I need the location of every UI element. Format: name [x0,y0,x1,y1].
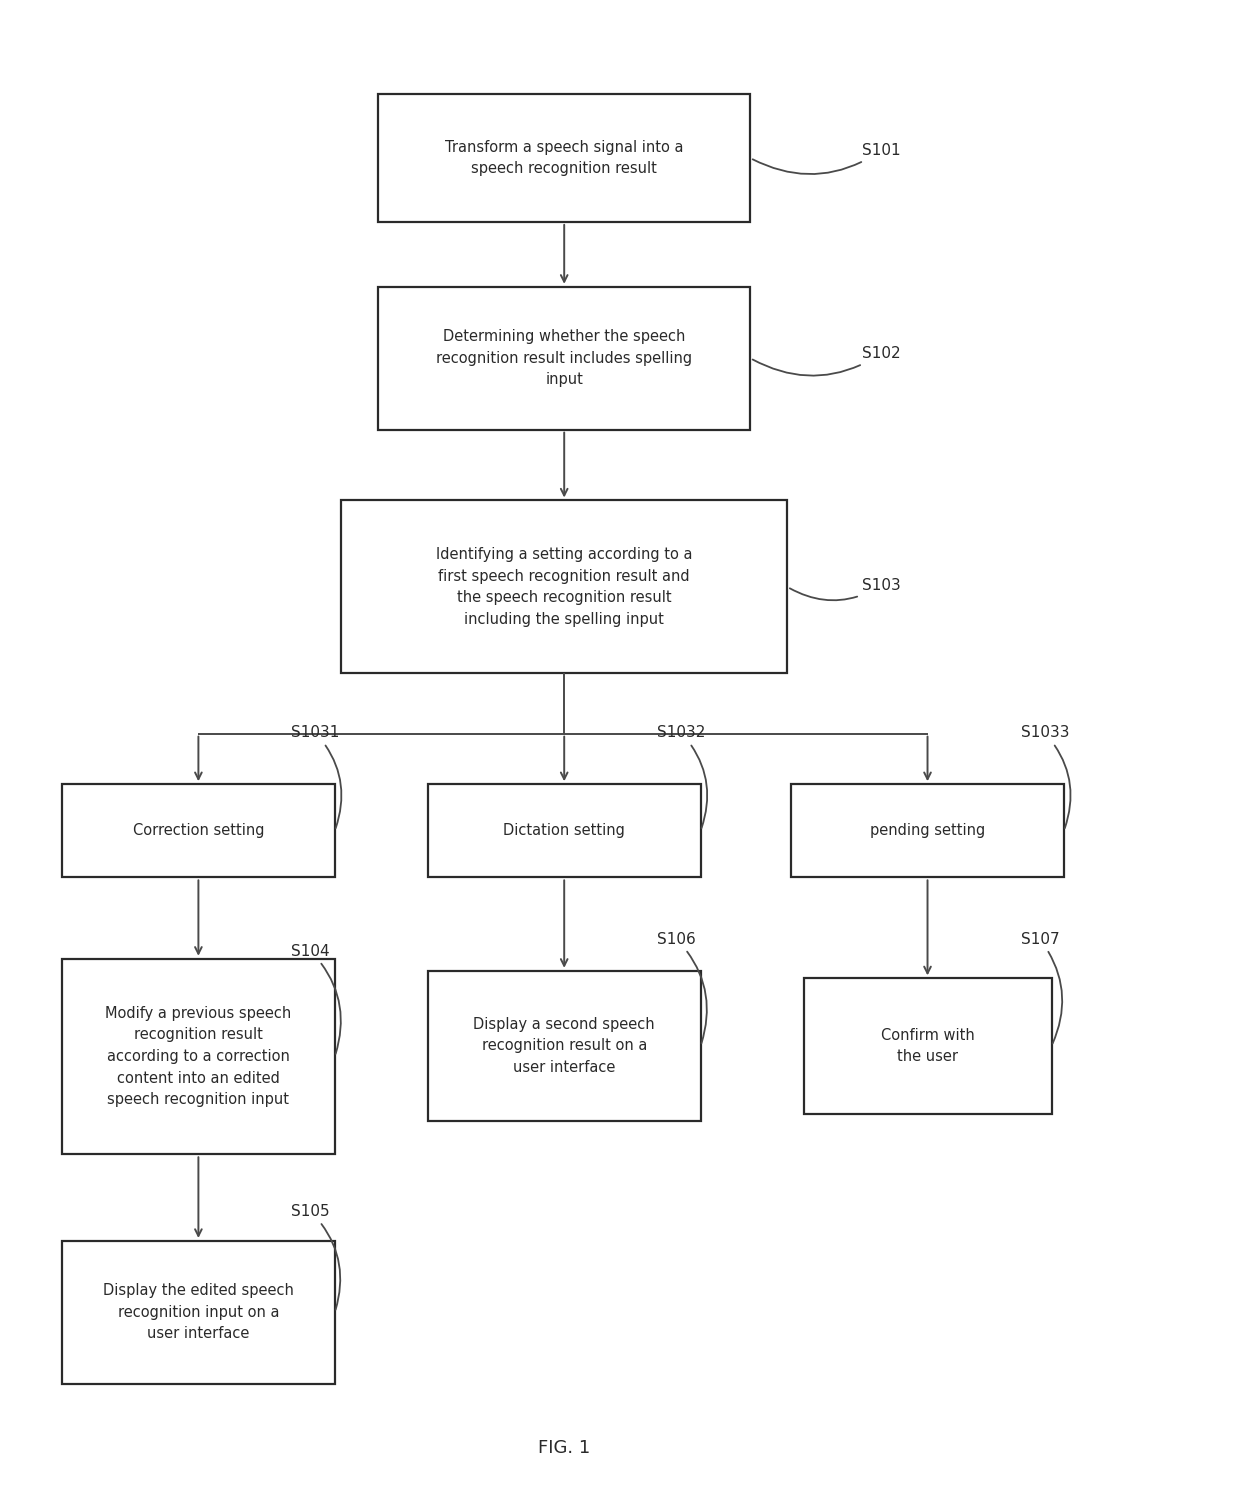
Bar [341,500,787,674]
Text: Correction setting: Correction setting [133,823,264,838]
Bar [62,1240,335,1385]
Bar [791,784,1064,877]
Text: Display the edited speech
recognition input on a
user interface: Display the edited speech recognition in… [103,1284,294,1341]
Bar [804,978,1052,1114]
Text: Determining whether the speech
recognition result includes spelling
input: Determining whether the speech recogniti… [436,330,692,387]
Text: S101: S101 [753,143,900,175]
Text: S1033: S1033 [1021,725,1070,828]
Bar [378,286,750,430]
Text: S102: S102 [753,346,900,376]
Bar [378,93,750,221]
Text: Modify a previous speech
recognition result
according to a correction
content in: Modify a previous speech recognition res… [105,1005,291,1108]
Text: Dictation setting: Dictation setting [503,823,625,838]
Text: FIG. 1: FIG. 1 [538,1439,590,1457]
Text: Confirm with
the user: Confirm with the user [880,1028,975,1064]
Text: S104: S104 [291,944,341,1054]
Text: S106: S106 [657,932,707,1043]
Text: S103: S103 [790,578,900,600]
Bar [62,959,335,1154]
Bar [62,784,335,877]
Bar [428,971,701,1121]
Text: S1031: S1031 [291,725,341,828]
Bar [428,784,701,877]
Text: S1032: S1032 [657,725,707,828]
Text: Identifying a setting according to a
first speech recognition result and
the spe: Identifying a setting according to a fir… [436,546,692,628]
Text: Transform a speech signal into a
speech recognition result: Transform a speech signal into a speech … [445,140,683,176]
Text: S105: S105 [291,1204,340,1309]
Text: S107: S107 [1021,932,1063,1043]
Text: Display a second speech
recognition result on a
user interface: Display a second speech recognition resu… [474,1017,655,1075]
Text: pending setting: pending setting [870,823,985,838]
